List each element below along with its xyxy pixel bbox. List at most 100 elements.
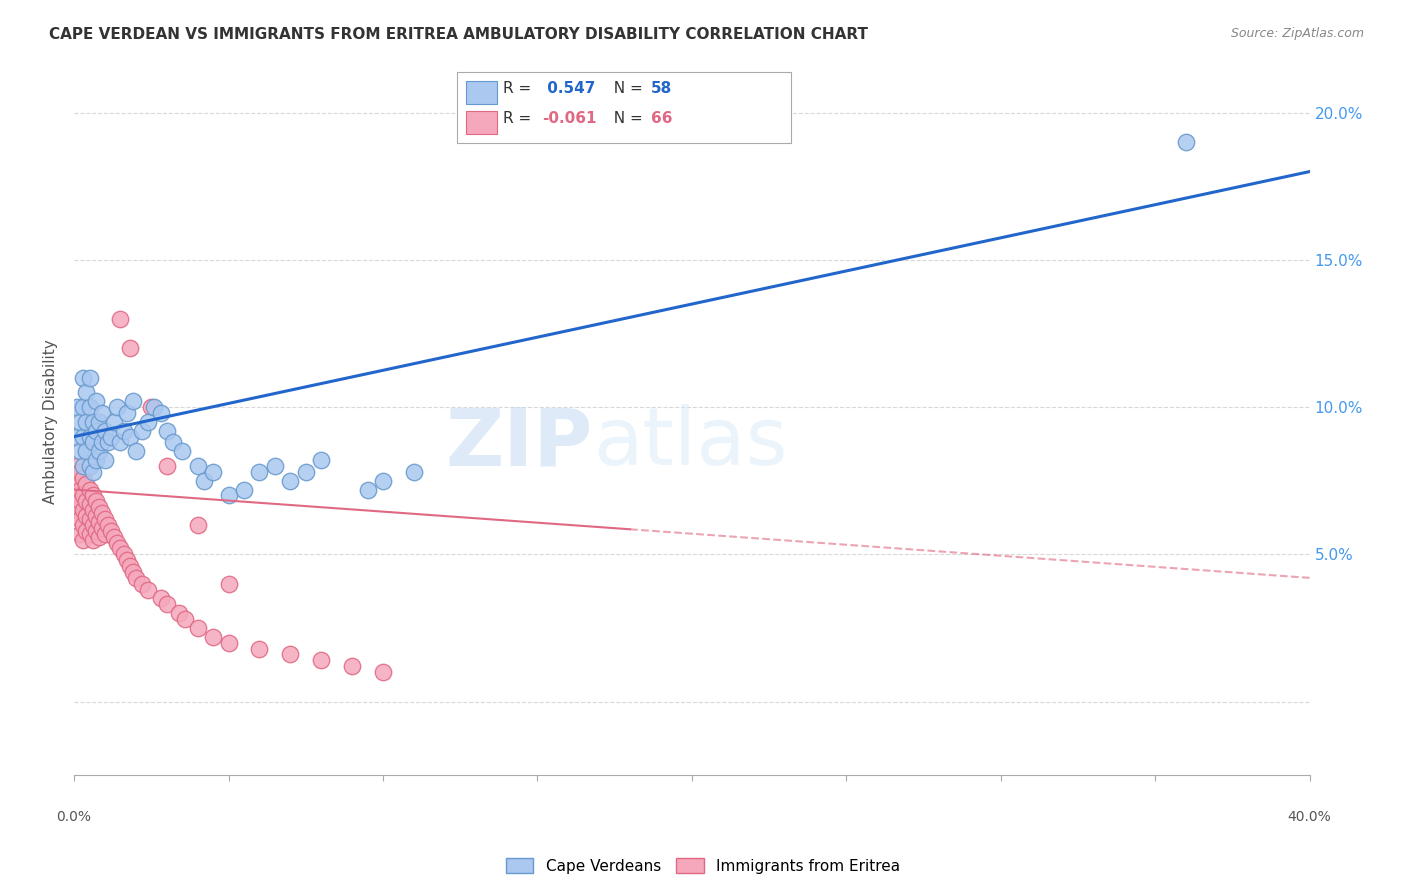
Point bbox=[97, 435, 120, 450]
Point bbox=[66, 503, 89, 517]
Point bbox=[309, 453, 332, 467]
Text: 66: 66 bbox=[651, 111, 672, 126]
Point bbox=[94, 526, 117, 541]
Point bbox=[233, 483, 256, 497]
Point bbox=[218, 488, 240, 502]
Text: CAPE VERDEAN VS IMMIGRANTS FROM ERITREA AMBULATORY DISABILITY CORRELATION CHART: CAPE VERDEAN VS IMMIGRANTS FROM ERITREA … bbox=[49, 27, 869, 42]
Point bbox=[82, 517, 104, 532]
Point bbox=[87, 444, 110, 458]
Point bbox=[100, 524, 122, 538]
Point bbox=[278, 474, 301, 488]
Point bbox=[79, 497, 101, 511]
Point bbox=[94, 453, 117, 467]
Point bbox=[187, 517, 209, 532]
Point bbox=[72, 458, 94, 473]
Text: 58: 58 bbox=[651, 81, 672, 96]
Point bbox=[110, 435, 132, 450]
Point bbox=[69, 494, 91, 508]
Point bbox=[79, 400, 101, 414]
Point bbox=[72, 517, 94, 532]
Point bbox=[72, 503, 94, 517]
Point bbox=[218, 635, 240, 649]
Point bbox=[103, 530, 125, 544]
Point bbox=[82, 415, 104, 429]
Point bbox=[371, 474, 394, 488]
Bar bbox=[465, 81, 496, 103]
Point bbox=[278, 648, 301, 662]
Text: -0.061: -0.061 bbox=[543, 111, 598, 126]
Point bbox=[90, 435, 112, 450]
Point bbox=[118, 429, 141, 443]
Point bbox=[294, 465, 316, 479]
Point bbox=[87, 500, 110, 515]
Point bbox=[75, 385, 97, 400]
Point bbox=[125, 571, 148, 585]
Point bbox=[75, 494, 97, 508]
Point bbox=[84, 424, 107, 438]
Point bbox=[249, 641, 271, 656]
Point bbox=[72, 488, 94, 502]
Point bbox=[105, 535, 128, 549]
Point bbox=[66, 474, 89, 488]
Point bbox=[118, 341, 141, 355]
Point bbox=[97, 517, 120, 532]
Point bbox=[79, 483, 101, 497]
Point bbox=[187, 458, 209, 473]
Point bbox=[193, 474, 215, 488]
Point bbox=[84, 494, 107, 508]
Point bbox=[82, 435, 104, 450]
Text: N =: N = bbox=[605, 111, 648, 126]
Point bbox=[90, 406, 112, 420]
Point bbox=[356, 483, 378, 497]
Point bbox=[69, 483, 91, 497]
Point bbox=[371, 665, 394, 679]
Point bbox=[202, 630, 225, 644]
Point bbox=[69, 444, 91, 458]
Point bbox=[100, 429, 122, 443]
Point bbox=[72, 370, 94, 384]
Text: ZIP: ZIP bbox=[446, 404, 593, 482]
Point bbox=[141, 400, 163, 414]
Y-axis label: Ambulatory Disability: Ambulatory Disability bbox=[44, 340, 58, 504]
Point bbox=[69, 512, 91, 526]
Point bbox=[72, 471, 94, 485]
Point bbox=[84, 394, 107, 409]
Point bbox=[1175, 135, 1198, 149]
Point bbox=[121, 565, 143, 579]
Legend: Cape Verdeans, Immigrants from Eritrea: Cape Verdeans, Immigrants from Eritrea bbox=[501, 852, 905, 880]
Bar bbox=[457, 72, 790, 143]
Point bbox=[72, 533, 94, 547]
Point bbox=[110, 541, 132, 556]
Point bbox=[156, 458, 179, 473]
Point bbox=[69, 465, 91, 479]
Point bbox=[75, 444, 97, 458]
Point bbox=[75, 509, 97, 524]
Point bbox=[167, 606, 190, 620]
Point bbox=[112, 547, 135, 561]
Point bbox=[115, 406, 138, 420]
Point bbox=[69, 526, 91, 541]
Point bbox=[149, 406, 172, 420]
Point bbox=[72, 429, 94, 443]
Point bbox=[75, 524, 97, 538]
Point bbox=[125, 444, 148, 458]
Point bbox=[90, 506, 112, 520]
Point bbox=[84, 509, 107, 524]
Point bbox=[79, 526, 101, 541]
Text: 40.0%: 40.0% bbox=[1288, 811, 1331, 824]
Text: 0.547: 0.547 bbox=[543, 81, 596, 96]
Point bbox=[309, 653, 332, 667]
Point bbox=[249, 465, 271, 479]
Point bbox=[162, 435, 184, 450]
Point bbox=[87, 515, 110, 529]
Point bbox=[79, 512, 101, 526]
Point bbox=[136, 582, 159, 597]
Point bbox=[82, 488, 104, 502]
Point bbox=[218, 576, 240, 591]
Point bbox=[79, 429, 101, 443]
Point bbox=[66, 429, 89, 443]
Point bbox=[79, 370, 101, 384]
Point bbox=[131, 576, 153, 591]
Point bbox=[136, 415, 159, 429]
Point bbox=[75, 415, 97, 429]
